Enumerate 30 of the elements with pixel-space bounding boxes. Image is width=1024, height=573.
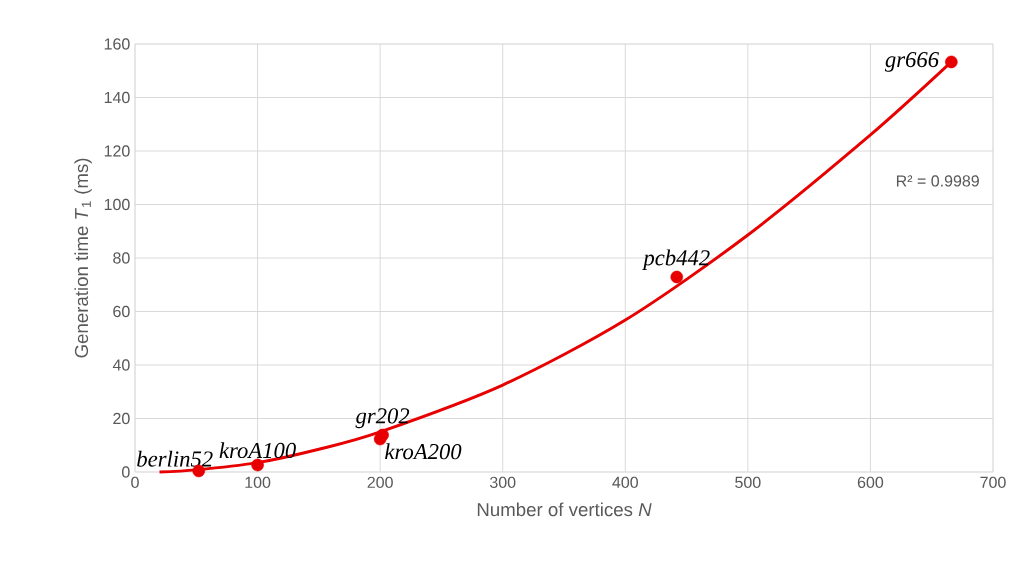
y-tick-label: 0	[122, 466, 130, 478]
y-tick-label: 140	[104, 91, 130, 104]
x-tick-label: 600	[857, 476, 884, 489]
annotation: gr666	[884, 51, 939, 72]
y-tick-label: 100	[104, 198, 130, 211]
x-tick-label: 400	[612, 476, 639, 489]
y-tick-label: 80	[113, 252, 130, 264]
x-tick-label: 500	[735, 476, 761, 489]
x-tick-label: 300	[489, 476, 516, 489]
annotation: R² = 0.9989	[896, 175, 979, 187]
annotation: berlin52	[137, 450, 213, 467]
annotation: kroA200	[385, 443, 462, 460]
y-tick-label: 20	[113, 412, 130, 425]
x-tick-label: 200	[367, 476, 393, 489]
x-tick-label: 700	[980, 476, 1006, 489]
y-tick-label: 160	[104, 38, 130, 50]
x-tick-label: 0	[131, 476, 139, 489]
y-tick-label: 40	[112, 359, 130, 371]
point	[251, 458, 264, 472]
y-axis-title: Generation time T$_{1}$ (ms)	[74, 158, 92, 358]
y-tick-label: 120	[104, 145, 130, 157]
point	[373, 432, 387, 446]
annotation: gr202	[355, 408, 410, 429]
point	[670, 270, 684, 284]
x-tick-label: 100	[245, 476, 271, 489]
y-tick-label: 60	[113, 305, 130, 318]
x-axis-title: Number of vertices N	[477, 502, 652, 517]
annotation: kroA100	[219, 442, 296, 459]
point	[945, 55, 958, 69]
annotation: pcb442	[642, 249, 710, 271]
